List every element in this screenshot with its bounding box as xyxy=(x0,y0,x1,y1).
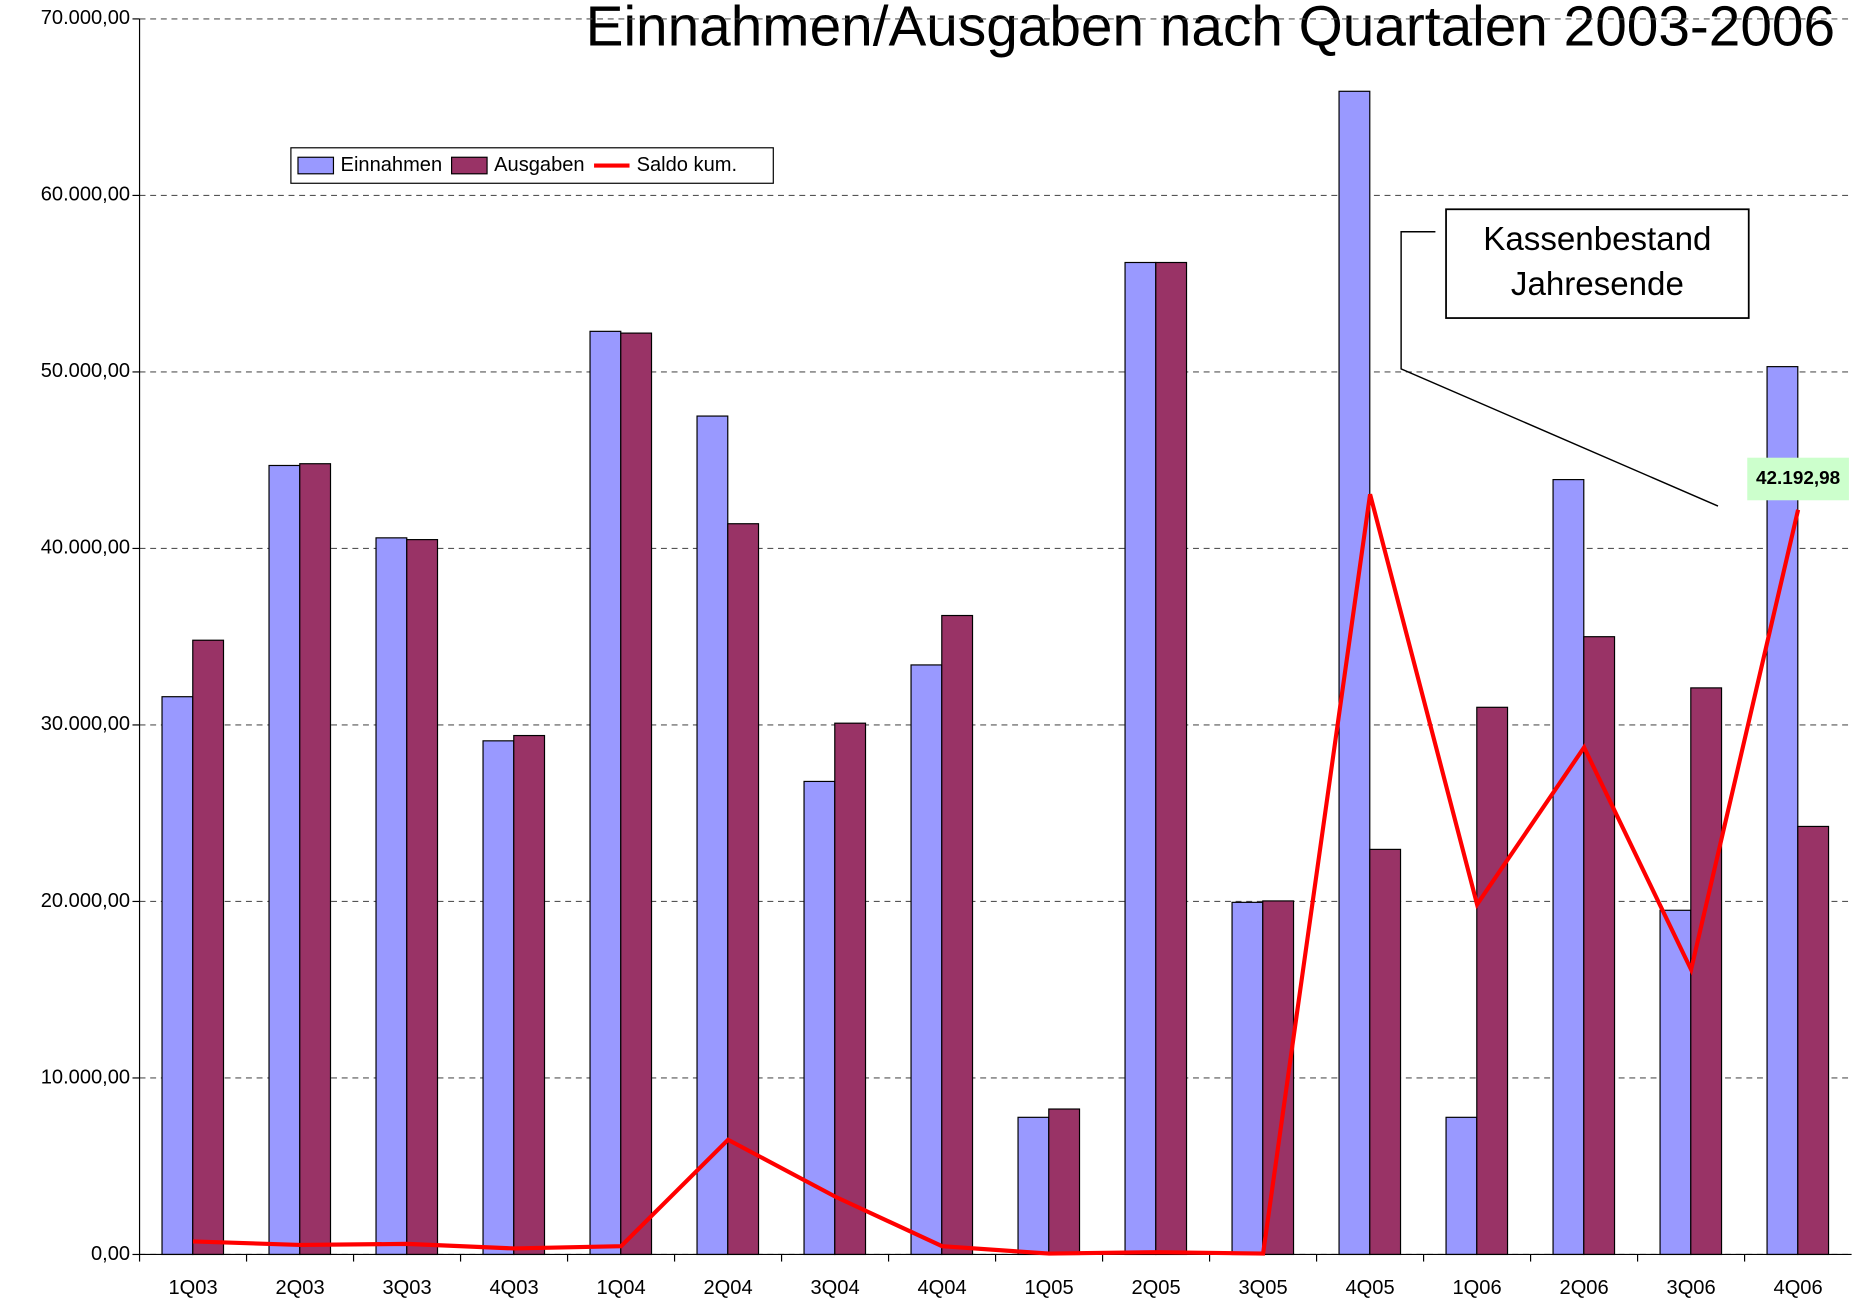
bar xyxy=(513,734,546,1256)
chart-title: Einnahmen/Ausgaben nach Quartalen 2003-2… xyxy=(586,0,1835,59)
y-tick-label: 60.000,00 xyxy=(41,184,130,206)
bar xyxy=(406,539,439,1256)
x-tick-label: 3Q03 xyxy=(383,1277,432,1299)
x-tick-label: 1Q05 xyxy=(1025,1277,1074,1299)
bar xyxy=(620,332,653,1256)
annotation-box xyxy=(1445,208,1750,319)
y-tick-label: 50.000,00 xyxy=(41,360,130,382)
data-label: 42.192,98 xyxy=(1756,468,1840,489)
annotation-text: Kassenbestand xyxy=(1483,221,1711,258)
legend-swatch xyxy=(297,156,335,175)
bar xyxy=(696,415,729,1256)
bar xyxy=(1690,687,1723,1256)
x-tick-label: 4Q06 xyxy=(1774,1277,1823,1299)
bar xyxy=(727,523,760,1256)
bar xyxy=(941,614,974,1256)
x-tick-label: 3Q05 xyxy=(1239,1277,1288,1299)
bar xyxy=(1017,1116,1050,1256)
x-tick-label: 1Q06 xyxy=(1453,1277,1502,1299)
y-tick-label: 20.000,00 xyxy=(41,890,130,912)
bar xyxy=(375,537,408,1256)
legend-label: Ausgaben xyxy=(494,154,584,176)
x-tick-label: 4Q05 xyxy=(1346,1277,1395,1299)
x-tick-label: 3Q06 xyxy=(1667,1277,1716,1299)
x-tick-label: 4Q04 xyxy=(918,1277,967,1299)
y-tick-label: 40.000,00 xyxy=(41,537,130,559)
legend-label: Saldo kum. xyxy=(637,154,737,176)
bar xyxy=(268,464,301,1256)
x-tick-label: 3Q04 xyxy=(811,1277,860,1299)
legend-box xyxy=(290,147,774,184)
annotation-text: Jahresende xyxy=(1511,266,1684,303)
bar xyxy=(1445,1116,1478,1256)
bar xyxy=(1583,636,1616,1256)
bar xyxy=(161,696,194,1256)
bar xyxy=(1231,901,1264,1256)
x-tick-label: 1Q04 xyxy=(597,1277,646,1299)
legend: Einnahmen Ausgaben Saldo kum. xyxy=(290,147,774,184)
y-tick-label: 0,00 xyxy=(91,1243,130,1265)
y-tick-label: 70.000,00 xyxy=(41,7,130,29)
bar xyxy=(910,664,943,1256)
bar xyxy=(834,722,867,1256)
legend-swatch xyxy=(451,156,488,175)
y-tick-label: 30.000,00 xyxy=(41,713,130,735)
bar xyxy=(1155,261,1188,1256)
bar xyxy=(1476,706,1509,1256)
x-tick-label: 2Q05 xyxy=(1132,1277,1181,1299)
x-tick-label: 4Q03 xyxy=(490,1277,539,1299)
bar xyxy=(1124,261,1157,1256)
x-tick-label: 2Q03 xyxy=(275,1277,324,1299)
x-tick-label: 2Q04 xyxy=(704,1277,753,1299)
bar xyxy=(1552,479,1585,1256)
bar xyxy=(1797,825,1830,1256)
bar xyxy=(589,330,622,1256)
y-tick-label: 10.000,00 xyxy=(41,1066,130,1088)
bar xyxy=(299,463,332,1256)
bar xyxy=(1369,848,1402,1256)
x-tick-label: 2Q06 xyxy=(1560,1277,1609,1299)
bar xyxy=(482,740,515,1256)
legend-label: Einnahmen xyxy=(341,154,443,176)
bar xyxy=(192,639,225,1256)
x-tick-label: 1Q03 xyxy=(168,1277,217,1299)
annotation-leader xyxy=(1400,231,1719,507)
line-series xyxy=(192,493,1801,1256)
bar xyxy=(1048,1108,1081,1256)
data-label-box xyxy=(1747,457,1849,501)
